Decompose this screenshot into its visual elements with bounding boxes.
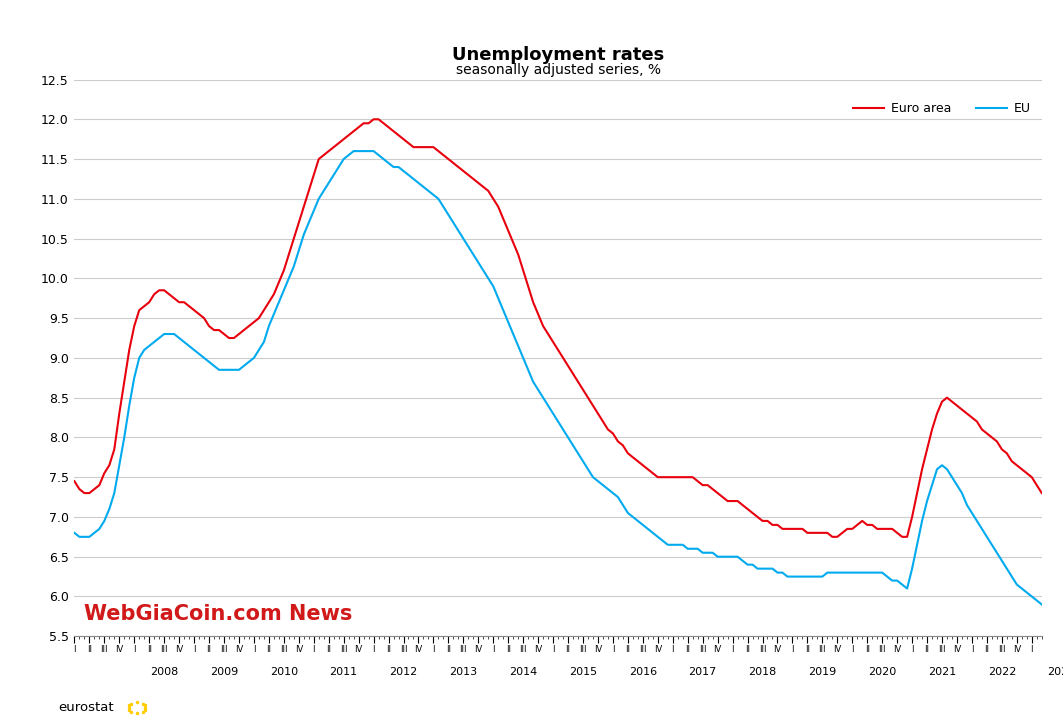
- Text: 2010: 2010: [270, 667, 298, 677]
- Text: 2021: 2021: [928, 667, 956, 677]
- Text: 2020: 2020: [868, 667, 896, 677]
- Text: eurostat: eurostat: [58, 701, 114, 714]
- Text: WebGiaCoin.com News: WebGiaCoin.com News: [84, 604, 353, 623]
- Text: 2015: 2015: [569, 667, 597, 677]
- Text: seasonally adjusted series, %: seasonally adjusted series, %: [456, 63, 660, 77]
- Text: 2018: 2018: [748, 667, 777, 677]
- Legend: Euro area, EU: Euro area, EU: [848, 97, 1035, 120]
- Title: Unemployment rates: Unemployment rates: [452, 46, 664, 64]
- Text: 2012: 2012: [389, 667, 418, 677]
- Text: 2017: 2017: [689, 667, 716, 677]
- Text: 2008: 2008: [150, 667, 179, 677]
- Text: 2009: 2009: [209, 667, 238, 677]
- Text: 2022: 2022: [988, 667, 1016, 677]
- Text: 2016: 2016: [629, 667, 657, 677]
- Text: 2019: 2019: [808, 667, 837, 677]
- Text: 2014: 2014: [509, 667, 537, 677]
- Text: 2011: 2011: [330, 667, 358, 677]
- Text: 2023: 2023: [1047, 667, 1063, 677]
- Text: 2013: 2013: [450, 667, 477, 677]
